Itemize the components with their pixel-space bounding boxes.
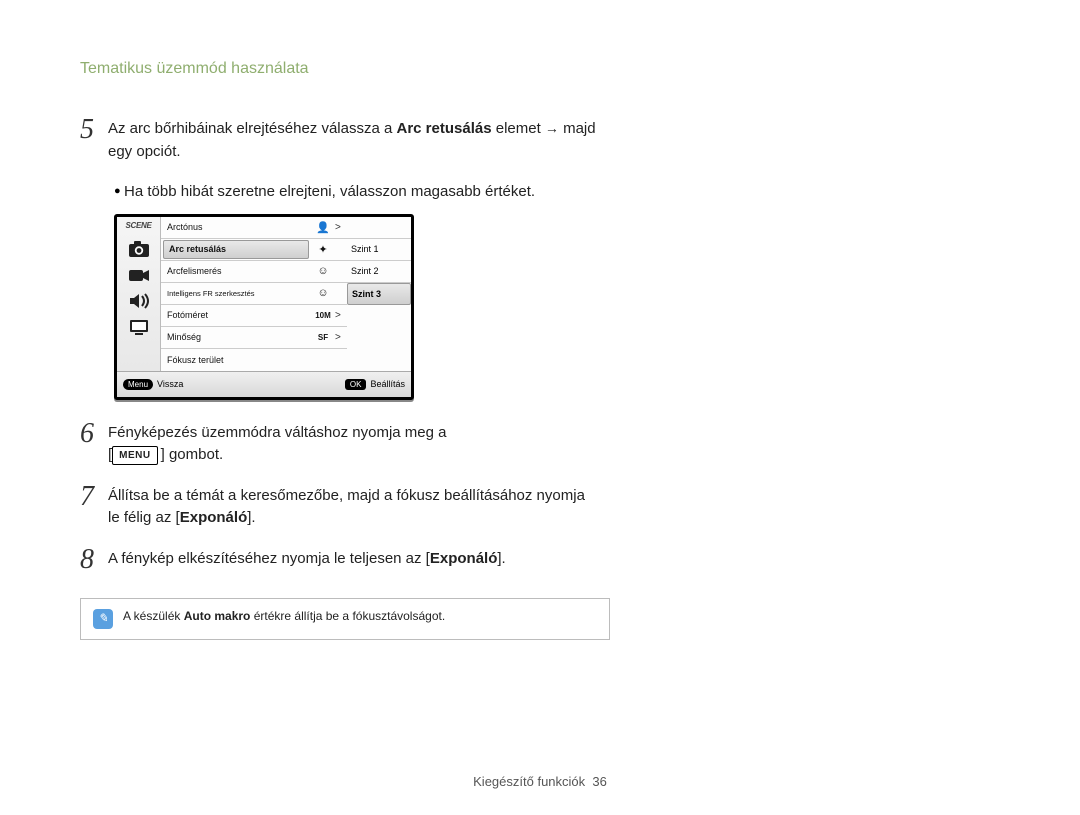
page-number: 36 — [592, 774, 606, 789]
step-body: Állítsa be a témát a keresőmezőbe, majd … — [108, 485, 600, 530]
step-number: 6 — [80, 420, 108, 448]
set-label: Beállítás — [370, 379, 405, 389]
menu-item[interactable]: Arcfelismerés☺ — [161, 261, 347, 283]
menu-key-icon: MENU — [112, 446, 157, 465]
screen-icon — [127, 317, 151, 337]
camera-lcd: SCENE Arctónus👤> Arc retusálás✦ Arcfelis… — [114, 214, 1000, 400]
page-footer: Kiegészítő funkciók 36 — [0, 774, 1080, 789]
step-6: 6 Fényképezés üzemmódra váltáshoz nyomja… — [80, 422, 600, 467]
menu-item[interactable]: Fókusz terület — [161, 349, 347, 371]
step-body: A fénykép elkészítéséhez nyomja le telje… — [108, 548, 506, 571]
sound-icon — [127, 291, 151, 311]
option-empty — [347, 327, 411, 349]
lcd-frame: SCENE Arctónus👤> Arc retusálás✦ Arcfelis… — [114, 214, 414, 400]
option-label: Szint 2 — [351, 266, 379, 276]
option-item-selected[interactable]: Szint 3 — [347, 283, 411, 305]
lcd-menu: Arctónus👤> Arc retusálás✦ Arcfelismerés☺… — [161, 217, 411, 371]
face-detect-icon: ☺ — [311, 265, 335, 277]
ok-pill[interactable]: OK — [345, 379, 367, 390]
video-icon — [127, 265, 151, 285]
lcd-footer: Menu Vissza OK Beállítás — [117, 371, 411, 397]
text: Az arc bőrhibáinak elrejtéséhez válassza… — [108, 120, 397, 137]
bold-text: Exponáló — [430, 550, 498, 567]
text: A fénykép elkészítéséhez nyomja le telje… — [108, 550, 430, 567]
menu-label: Fókusz terület — [161, 355, 311, 365]
text: elemet — [492, 120, 545, 137]
scene-label: SCENE — [125, 221, 151, 230]
text: ]. — [497, 550, 505, 567]
menu-item[interactable]: Arctónus👤> — [161, 217, 347, 239]
option-item[interactable]: Szint 1 — [347, 239, 411, 261]
text: értékre állítja be a fókusztávolságot. — [250, 609, 445, 623]
sub-bullet: ● Ha több hibát szeretne elrejteni, vála… — [114, 181, 604, 204]
text: Fényképezés üzemmódra váltáshoz nyomja m… — [108, 424, 447, 441]
step-number: 5 — [80, 116, 108, 144]
bold-text: Exponáló — [180, 509, 248, 526]
option-empty — [347, 305, 411, 327]
text: A készülék — [123, 609, 184, 623]
menu-label: Minőség — [161, 332, 311, 342]
chevron-icon: > — [335, 310, 347, 321]
menu-label: Arcfelismerés — [161, 266, 311, 276]
info-icon: ✎ — [93, 609, 113, 629]
bold-text: Auto makro — [184, 609, 251, 623]
note-box: ✎ A készülék Auto makro értékre állítja … — [80, 598, 610, 640]
menu-item-selected[interactable]: Arc retusálás✦ — [161, 239, 347, 261]
step-8: 8 A fénykép elkészítéséhez nyomja le tel… — [80, 548, 600, 574]
lcd-body: SCENE Arctónus👤> Arc retusálás✦ Arcfelis… — [117, 217, 411, 371]
retouch-icon: ✦ — [311, 243, 335, 256]
bold-text: Arc retusálás — [397, 120, 492, 137]
menu-pill[interactable]: Menu — [123, 379, 153, 390]
bullet-dot-icon: ● — [114, 181, 124, 201]
bullet-text: Ha több hibát szeretne elrejteni, válass… — [124, 181, 535, 204]
menu-label: Fotóméret — [161, 310, 311, 320]
menu-column: Arctónus👤> Arc retusálás✦ Arcfelismerés☺… — [161, 217, 347, 371]
step-7: 7 Állítsa be a témát a keresőmezőbe, maj… — [80, 485, 600, 530]
option-item[interactable] — [347, 217, 411, 239]
step-5: 5 Az arc bőrhibáinak elrejtéséhez válass… — [80, 118, 600, 163]
text: gombot. — [165, 446, 223, 463]
chevron-icon: > — [335, 332, 347, 343]
face-icon: 👤 — [311, 221, 335, 234]
step-number: 8 — [80, 546, 108, 574]
menu-item[interactable]: Intelligens FR szerkesztés☺ — [161, 283, 347, 305]
option-label: Szint 3 — [352, 289, 381, 299]
menu-item[interactable]: Fotóméret10M> — [161, 305, 347, 327]
size-icon: 10M — [311, 311, 335, 320]
lcd-side-icons: SCENE — [117, 217, 161, 371]
option-empty — [347, 349, 411, 371]
options-column: Szint 1 Szint 2 Szint 3 — [347, 217, 411, 371]
option-label: Szint 1 — [351, 244, 379, 254]
arrow-icon: → — [545, 118, 559, 139]
step-body: Az arc bőrhibáinak elrejtéséhez válassza… — [108, 118, 600, 163]
menu-label: Arc retusálás — [163, 240, 309, 259]
step-number: 7 — [80, 483, 108, 511]
fr-icon: ☺ — [311, 287, 335, 299]
section-title: Tematikus üzemmód használata — [80, 60, 1000, 78]
page: Tematikus üzemmód használata 5 Az arc bő… — [0, 0, 1080, 815]
menu-label: Arctónus — [161, 222, 311, 232]
menu-item[interactable]: MinőségSF> — [161, 327, 347, 349]
text: ]. — [247, 509, 255, 526]
camera-icon — [127, 239, 151, 259]
option-item[interactable]: Szint 2 — [347, 261, 411, 283]
menu-label: Intelligens FR szerkesztés — [161, 289, 311, 298]
chevron-icon: > — [335, 222, 347, 233]
step-body: Fényképezés üzemmódra váltáshoz nyomja m… — [108, 422, 447, 467]
back-label: Vissza — [157, 379, 183, 389]
note-text: A készülék Auto makro értékre állítja be… — [123, 609, 445, 623]
footer-label: Kiegészítő funkciók — [473, 774, 585, 789]
quality-icon: SF — [311, 333, 335, 342]
